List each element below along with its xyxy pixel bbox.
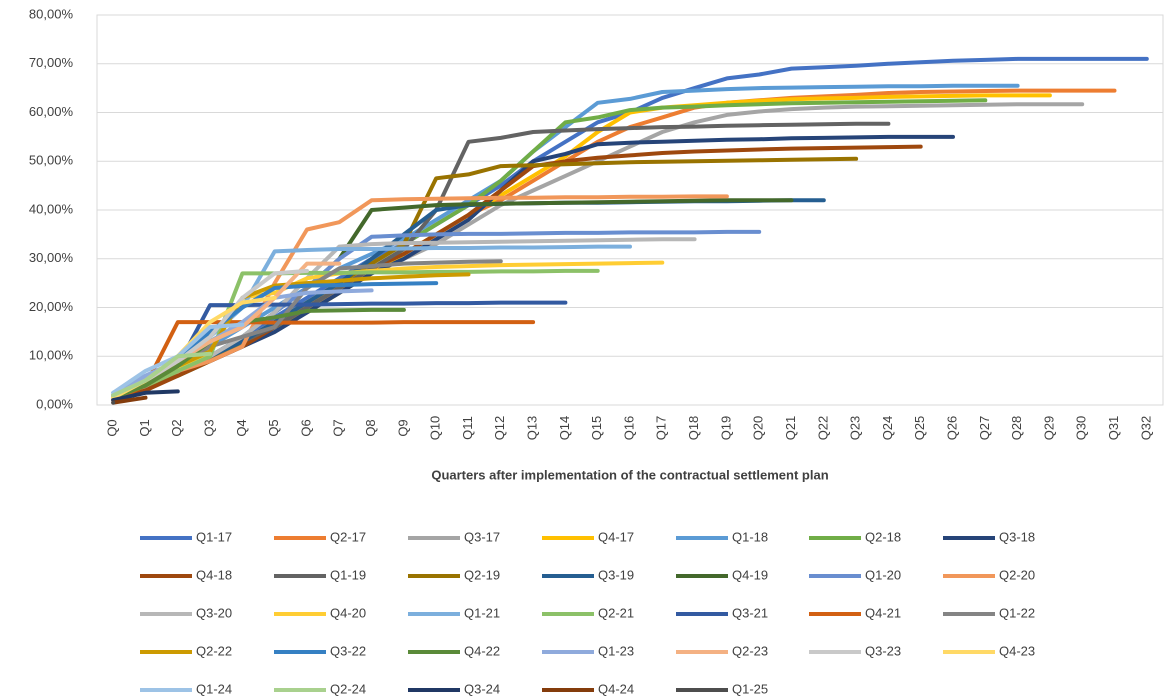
x-tick-label: Q13 bbox=[525, 416, 540, 441]
x-tick-label: Q2 bbox=[169, 419, 184, 436]
x-tick-label: Q30 bbox=[1074, 416, 1089, 441]
y-tick-label: 60,00% bbox=[29, 104, 74, 119]
legend-label: Q1-20 bbox=[865, 567, 901, 582]
y-tick-label: 50,00% bbox=[29, 153, 74, 168]
legend-label: Q3-22 bbox=[330, 643, 366, 658]
legend-label: Q3-17 bbox=[464, 529, 500, 544]
legend-label: Q3-20 bbox=[196, 605, 232, 620]
series-line bbox=[111, 83, 1020, 395]
series-line bbox=[111, 307, 406, 400]
legend-label: Q2-24 bbox=[330, 681, 366, 696]
legend-label: Q3-24 bbox=[464, 681, 500, 696]
x-tick-label: Q8 bbox=[363, 419, 378, 436]
legend-label: Q2-22 bbox=[196, 643, 232, 658]
legend-label: Q4-21 bbox=[865, 605, 901, 620]
x-tick-label: Q25 bbox=[912, 416, 927, 441]
legend-label: Q1-25 bbox=[732, 681, 768, 696]
legend-label: Q1-18 bbox=[732, 529, 768, 544]
legend-label: Q4-17 bbox=[598, 529, 634, 544]
x-tick-label: Q6 bbox=[298, 419, 313, 436]
legend-label: Q1-24 bbox=[196, 681, 232, 696]
series-line bbox=[111, 268, 600, 398]
series-line bbox=[111, 198, 826, 400]
x-tick-label: Q14 bbox=[557, 416, 572, 441]
x-tick-label: Q28 bbox=[1009, 416, 1024, 441]
x-tick-label: Q32 bbox=[1138, 416, 1153, 441]
x-tick-label: Q31 bbox=[1106, 416, 1121, 441]
series-line bbox=[111, 88, 1117, 400]
x-tick-label: Q21 bbox=[783, 416, 798, 441]
x-tick-label: Q19 bbox=[718, 416, 733, 441]
legend-label: Q2-21 bbox=[598, 605, 634, 620]
legend-label: Q1-17 bbox=[196, 529, 232, 544]
legend-label: Q2-19 bbox=[464, 567, 500, 582]
y-tick-label: 30,00% bbox=[29, 250, 74, 265]
x-tick-label: Q29 bbox=[1041, 416, 1056, 441]
legend-label: Q4-22 bbox=[464, 643, 500, 658]
legend-label: Q1-22 bbox=[999, 605, 1035, 620]
series-line bbox=[111, 389, 180, 403]
y-tick-label: 80,00% bbox=[29, 6, 74, 21]
series-line bbox=[111, 144, 923, 403]
legend-label: Q3-19 bbox=[598, 567, 634, 582]
legend-label: Q1-23 bbox=[598, 643, 634, 658]
legend-label: Q1-21 bbox=[464, 605, 500, 620]
x-tick-label: Q3 bbox=[201, 419, 216, 436]
legend-label: Q4-23 bbox=[999, 643, 1035, 658]
x-tick-label: Q27 bbox=[977, 416, 992, 441]
legend-label: Q2-23 bbox=[732, 643, 768, 658]
x-tick-label: Q11 bbox=[460, 416, 475, 440]
legend-label: Q3-18 bbox=[999, 529, 1035, 544]
x-tick-label: Q22 bbox=[815, 416, 830, 441]
x-tick-label: Q5 bbox=[266, 419, 281, 436]
x-tick-label: Q15 bbox=[589, 416, 604, 441]
x-tick-label: Q23 bbox=[848, 416, 863, 441]
x-tick-label: Q24 bbox=[880, 416, 895, 441]
y-tick-label: 20,00% bbox=[29, 299, 74, 314]
x-tick-label: Q9 bbox=[395, 419, 410, 436]
legend-label: Q4-24 bbox=[598, 681, 634, 696]
y-tick-label: 10,00% bbox=[29, 348, 74, 363]
x-tick-label: Q12 bbox=[492, 416, 507, 441]
x-tick-label: Q4 bbox=[234, 419, 249, 436]
x-tick-label: Q1 bbox=[137, 419, 152, 436]
series-line bbox=[111, 229, 762, 400]
x-tick-label: Q10 bbox=[428, 416, 443, 441]
series-line bbox=[111, 102, 1085, 400]
legend-label: Q1-19 bbox=[330, 567, 366, 582]
x-tick-label: Q20 bbox=[751, 416, 766, 441]
x-axis-title: Quarters after implementation of the con… bbox=[431, 467, 828, 482]
legend-label: Q3-23 bbox=[865, 643, 901, 658]
x-tick-label: Q26 bbox=[944, 416, 959, 441]
series-line bbox=[111, 351, 213, 398]
legend-label: Q4-20 bbox=[330, 605, 366, 620]
legend-label: Q2-20 bbox=[999, 567, 1035, 582]
x-tick-label: Q18 bbox=[686, 416, 701, 441]
legend-label: Q2-18 bbox=[865, 529, 901, 544]
x-tick-label: Q7 bbox=[331, 419, 346, 436]
legend-label: Q4-19 bbox=[732, 567, 768, 582]
series-line bbox=[111, 320, 536, 403]
x-tick-label: Q0 bbox=[105, 419, 120, 436]
y-tick-label: 0,00% bbox=[36, 396, 73, 411]
series-line bbox=[111, 395, 148, 405]
plot-border bbox=[96, 14, 1164, 406]
y-tick-label: 70,00% bbox=[29, 55, 74, 70]
y-tick-label: 40,00% bbox=[29, 201, 74, 216]
legend-label: Q2-17 bbox=[330, 529, 366, 544]
legend-label: Q4-18 bbox=[196, 567, 232, 582]
series-line bbox=[111, 194, 729, 400]
legend-label: Q3-21 bbox=[732, 605, 768, 620]
x-tick-label: Q16 bbox=[621, 416, 636, 441]
x-tick-label: Q17 bbox=[654, 416, 669, 441]
